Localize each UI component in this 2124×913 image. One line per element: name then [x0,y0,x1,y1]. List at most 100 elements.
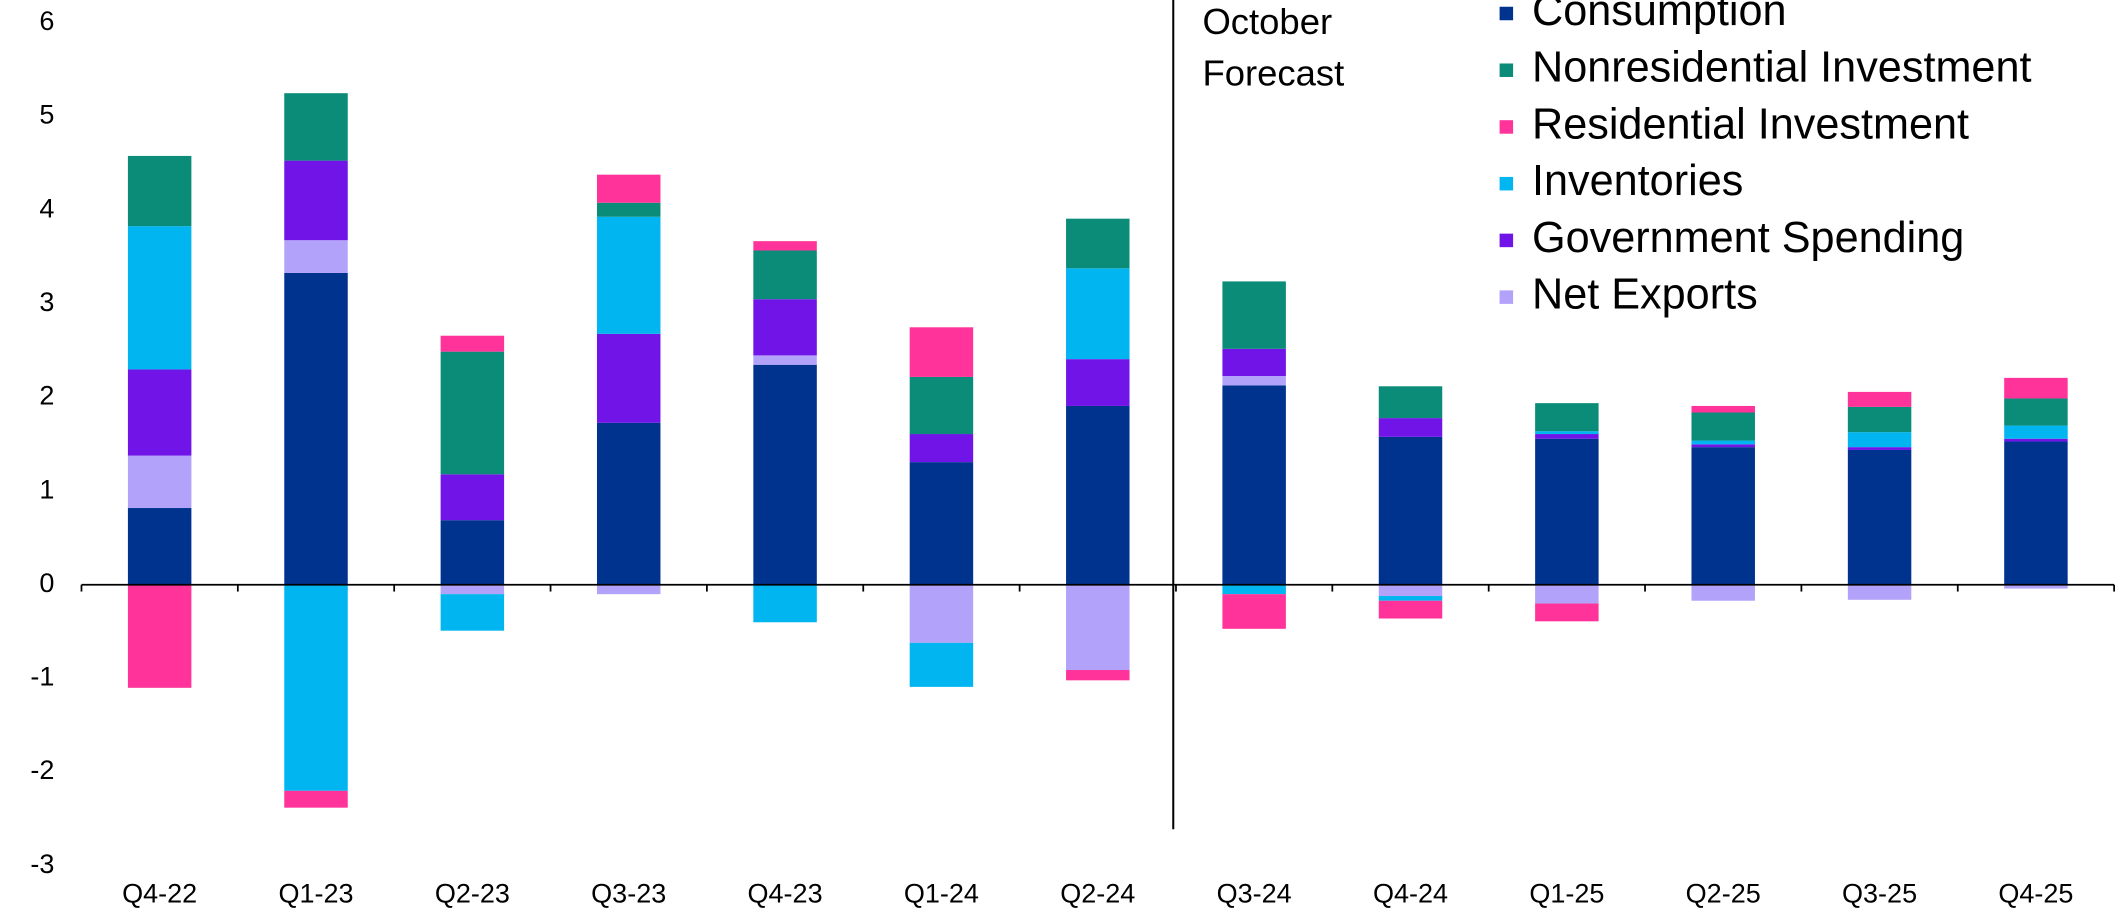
bar-segment [440,594,505,631]
bar-segment [127,508,192,585]
x-tick-label: Q4-24 [1373,879,1448,909]
bar-segment [909,327,974,377]
x-tick-label: Q3-24 [1217,879,1292,909]
bar-segment [1847,447,1912,450]
bar-segment [596,333,661,423]
bar-segment [596,584,661,595]
bar-segment [1066,359,1130,406]
x-tick-label: Q4-25 [1998,879,2073,909]
bar-segment [1066,268,1130,360]
bar-segment [1066,218,1130,269]
bar-segment [753,584,817,623]
bar-segment [909,584,974,643]
bar-segment [440,584,505,595]
x-tick-label: Q3-23 [591,879,666,909]
bar-segment [2004,377,2068,399]
bar-segment [284,790,348,808]
bar-segment [1691,584,1755,601]
bar-segment [753,250,817,300]
bar-segment [1691,447,1755,585]
bar-segment [2004,438,2068,442]
bar-segment [753,364,817,585]
bar-segment [1691,405,1755,413]
x-tick-label: Q3-25 [1842,879,1917,909]
bar-segment [2004,398,2068,426]
annotation: October [1202,1,1332,42]
y-tick-label: 3 [39,287,54,317]
x-tick-label: Q1-25 [1529,879,1604,909]
bar-segment [1535,434,1599,439]
annotation: Forecast [1202,52,1344,93]
legend-swatch [1499,176,1514,191]
bar-segment [1222,385,1286,585]
bar-segment [1847,449,1912,585]
bar-segment [1535,603,1599,622]
x-tick-label: Q4-22 [122,879,197,909]
bar-segment [284,160,348,241]
bar-segment [1066,670,1130,681]
bar-segment [127,455,192,509]
legend-swatch [1499,120,1514,134]
bar-segment [1222,281,1286,349]
legend-label: Government Spending [1532,214,1964,262]
x-tick-label: Q2-24 [1060,879,1135,909]
bar-segment [909,376,974,435]
bar-segment [1535,431,1599,435]
bar-segment [127,155,192,227]
bar-segment [1847,406,1912,433]
y-tick-label: 0 [39,568,54,598]
bar-segment [1847,432,1912,448]
x-tick-label: Q1-23 [278,879,353,909]
y-tick-label: 5 [39,100,54,130]
x-tick-label: Q4-23 [748,879,823,909]
bar-segment [2004,441,2068,585]
bar-segment [1691,444,1755,448]
bar-segment [1378,436,1443,585]
legend-swatch [1499,233,1514,248]
legend-swatch [1499,290,1514,304]
legend-swatch [1499,63,1514,77]
x-tick-label: Q2-25 [1686,879,1761,909]
bar-segment [2004,584,2068,589]
y-tick-label: 6 [39,6,54,36]
bar-segment [127,226,192,370]
bar-segment [1066,584,1130,671]
bar-segment [1535,403,1599,432]
y-tick-label: 2 [39,381,54,411]
bar-segment [1847,584,1912,600]
bar-segment [596,174,661,203]
bar-segment [1066,405,1130,585]
y-tick-label: -2 [30,755,54,785]
y-tick-label: -1 [30,662,54,692]
bar-segment [1535,438,1599,585]
bar-segment [1535,584,1599,604]
bar-segment [440,520,505,585]
x-tick-label: Q1-24 [904,879,979,909]
legend-label: Nonresidential Investment [1532,44,2032,92]
legend-label: Net Exports [1532,271,1758,319]
bar-segment [753,355,817,365]
bar-segment [1222,594,1286,629]
bar-segment [127,369,192,456]
bar-segment [596,202,661,217]
bar-segment [1378,584,1443,597]
bar-segment [596,216,661,334]
bar-segment [284,584,348,791]
bar-segment [1222,584,1286,595]
bar-segment [1378,600,1443,619]
bar-segment [440,474,505,521]
bar-segment [440,351,505,475]
bar-segment [440,335,505,352]
bar-segment [753,241,817,251]
legend-label: Inventories [1532,157,1743,205]
y-tick-label: 4 [39,193,54,223]
bar-segment [1222,375,1286,386]
bar-segment [1378,418,1443,437]
bar-segment [1378,386,1443,419]
bar-segment [1378,596,1443,601]
legend-label: Consumption [1532,0,1787,35]
bar-segment [909,462,974,585]
bar-segment [127,584,192,688]
